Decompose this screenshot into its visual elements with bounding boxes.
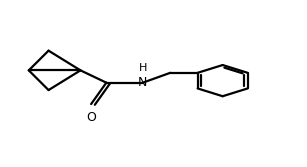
Text: H: H (139, 63, 147, 73)
Text: N: N (138, 76, 148, 89)
Text: O: O (86, 111, 96, 124)
